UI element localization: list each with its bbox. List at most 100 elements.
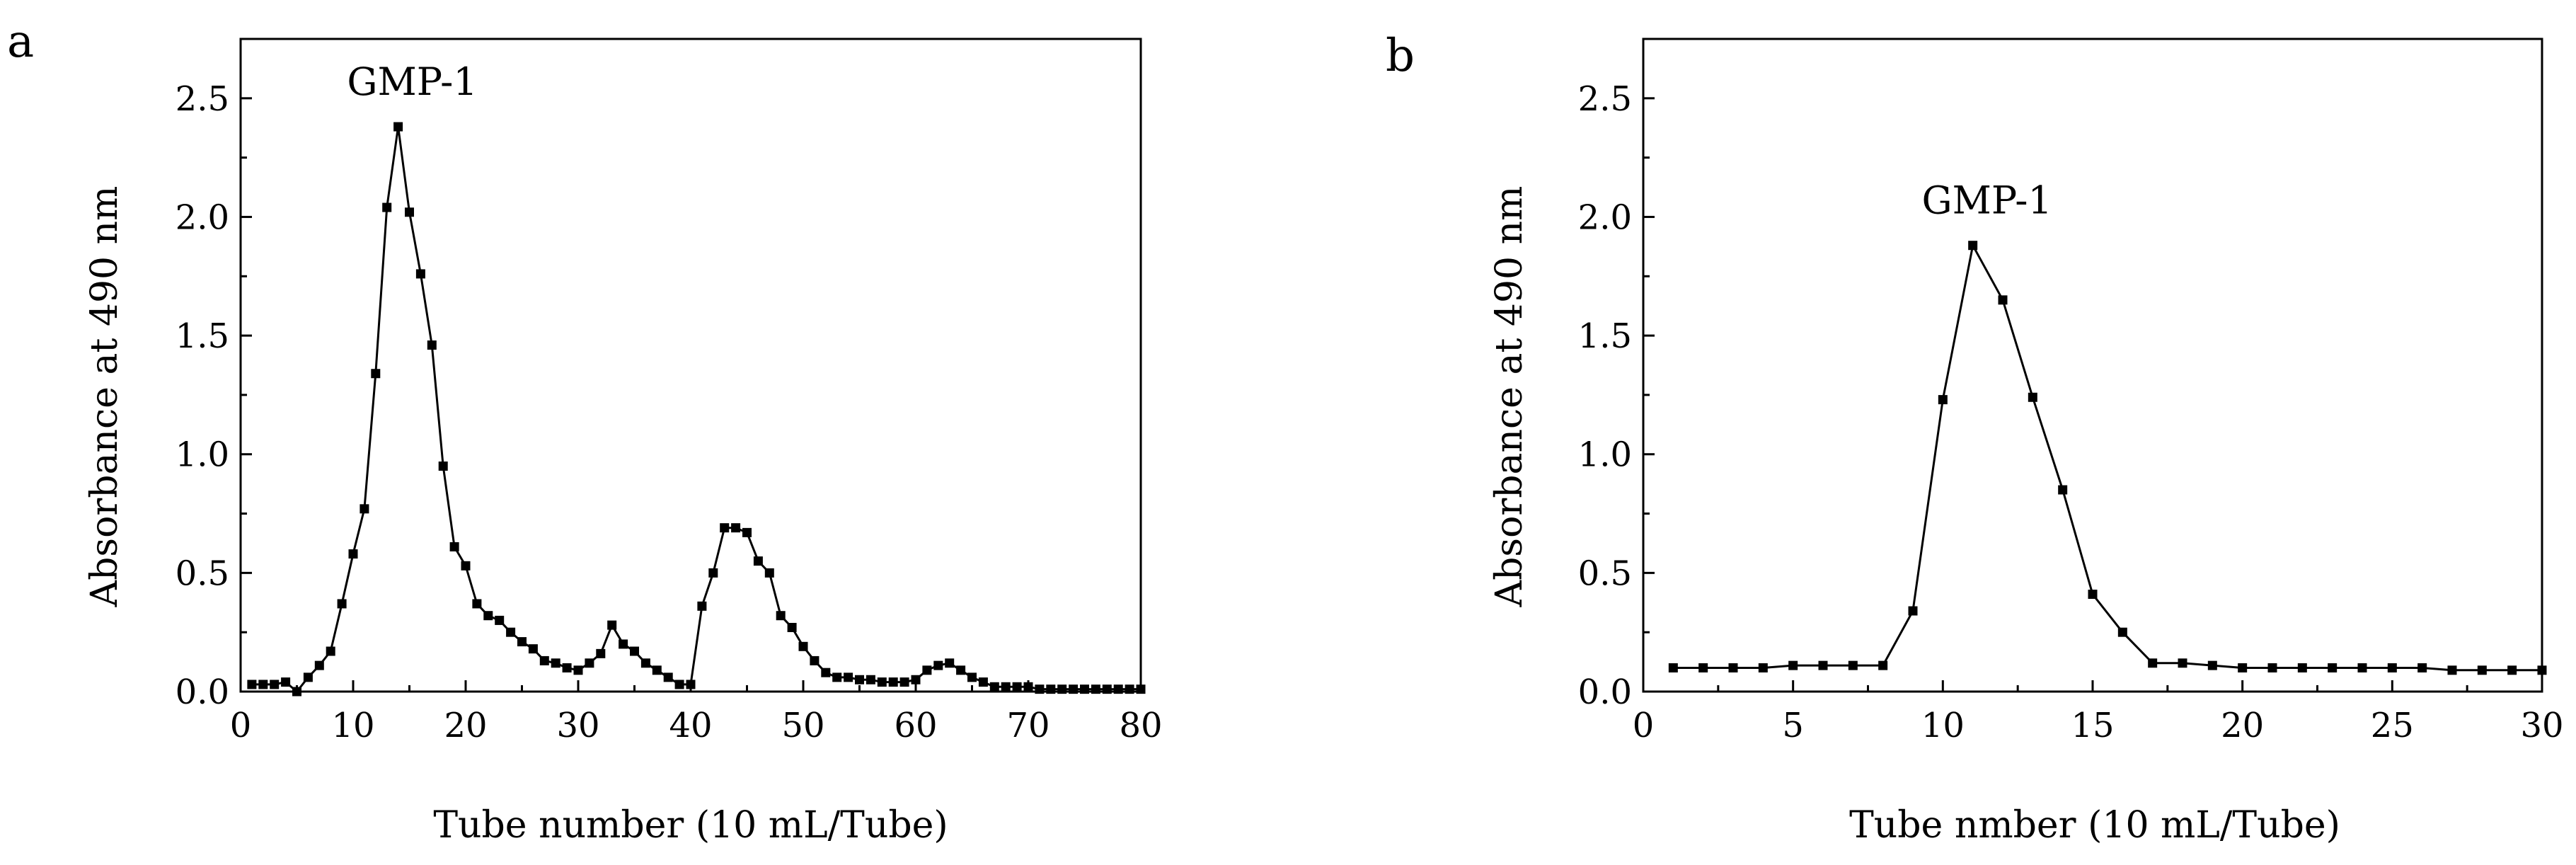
x-tick-label: 30 [556,706,599,745]
x-tick-label: 20 [444,706,487,745]
data-point [956,665,966,675]
panel-b-letter: b [1386,30,1415,82]
data-point [247,680,257,689]
y-tick-label: 2.0 [1578,197,1632,237]
data-point [562,663,572,672]
data-point [393,122,403,132]
data-point [1136,684,1146,694]
data-point [686,680,696,689]
y-tick-label: 2.0 [176,197,229,237]
data-point [945,658,955,668]
panel-a-ticks [239,97,1142,693]
data-point [2058,485,2068,495]
data-point [2267,663,2277,672]
data-point [1908,606,1918,616]
data-point [2178,658,2187,668]
data-point [855,675,864,684]
data-point [461,561,471,571]
data-point [1023,682,1033,692]
data-point [888,677,898,687]
data-point [2537,665,2547,675]
data-point [539,655,549,665]
x-tick-label: 80 [1119,706,1162,745]
data-point [619,639,628,649]
data-point [506,627,516,637]
data-point [348,549,358,559]
panel-a-y-tick-labels: 0.0 0.5 1.0 1.5 2.0 2.5 [176,79,229,712]
data-point [1698,663,1708,672]
data-point [844,672,853,682]
data-point [832,672,842,682]
data-point [371,369,381,379]
x-tick-label: 0 [230,706,252,745]
data-point [337,599,347,609]
x-tick-label: 60 [894,706,937,745]
data-point [438,461,448,471]
y-tick-label: 0.0 [1578,672,1632,712]
data-point [933,660,943,670]
panel-b-y-tick-labels: 0.0 0.5 1.0 1.5 2.0 2.5 [1578,79,1632,712]
data-point [978,677,988,687]
panel-b-series [1668,241,2547,675]
data-point [2387,663,2397,672]
data-point [1125,684,1134,694]
data-point [877,677,887,687]
data-point [731,523,741,533]
data-point [1728,663,1738,672]
data-point [866,675,875,684]
data-point [449,542,459,551]
data-point [2238,663,2248,672]
data-point [1968,241,1978,251]
panel-b-peak-annotation: GMP-1 [1921,178,2052,223]
data-point [630,646,639,656]
y-tick-label: 2.5 [1578,79,1632,119]
data-point [753,556,763,566]
panel-a-peak-annotation: GMP-1 [347,59,477,104]
data-point [1046,684,1056,694]
data-point [1057,684,1067,694]
data-point [2028,392,2037,402]
data-point [2117,627,2127,637]
data-point [495,615,505,625]
data-point [573,665,583,675]
data-point [764,568,774,578]
data-point [270,680,280,689]
data-point [1818,660,1828,670]
y-tick-label: 0.5 [1578,554,1632,593]
x-tick-label: 10 [331,706,374,745]
data-point [989,682,999,692]
data-point [1998,295,2008,305]
data-point [708,568,718,578]
data-point [2088,590,2098,600]
data-point [303,672,313,682]
data-point [596,648,606,658]
data-point [258,680,268,689]
data-point [697,601,707,611]
y-tick-label: 0.0 [176,672,229,712]
x-tick-label: 0 [1633,706,1655,745]
y-tick-label: 1.0 [1578,435,1632,475]
y-tick-label: 1.0 [176,435,229,475]
data-point [2477,665,2487,675]
data-point [326,646,335,656]
data-point [607,620,617,630]
panel-a-letter: a [7,16,34,68]
series-line [1673,242,2542,672]
data-point [1878,660,1888,670]
panel-a-y-axis-label: Absorbance at 490 nm [84,186,126,608]
data-point [1001,682,1011,692]
data-point [382,202,392,212]
data-point [2507,665,2517,675]
data-point [1113,684,1123,694]
data-point [720,523,730,533]
data-point [967,672,977,682]
panel-b-y-axis-label: Absorbance at 490 nm [1488,186,1531,608]
data-point [2328,663,2338,672]
data-point [1102,684,1112,694]
data-point [776,611,786,621]
data-point [314,660,324,670]
data-point [472,599,482,609]
data-point [821,668,831,677]
y-tick-label: 1.5 [1578,316,1632,356]
